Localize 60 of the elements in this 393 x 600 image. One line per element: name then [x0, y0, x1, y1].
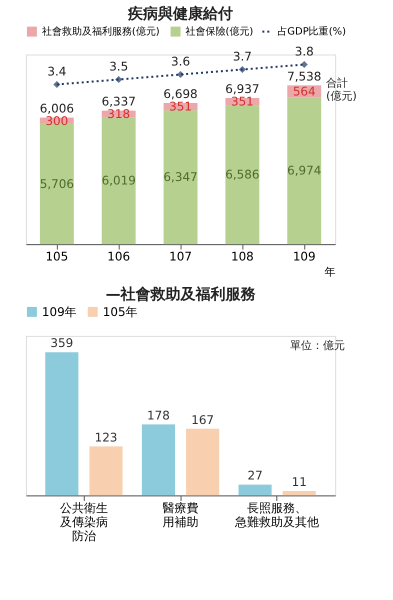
data-label: 3.5: [109, 60, 128, 74]
point: [177, 70, 184, 78]
data-label: 351: [169, 100, 192, 114]
data-label: 5,706: [40, 176, 74, 191]
legend-label: 105年: [102, 304, 138, 319]
data-label: 3.8: [294, 44, 314, 59]
annotation: 單位：億元: [290, 338, 346, 352]
bar: [89, 446, 123, 496]
x-tick-label: 長照服務、急難救助及其他: [234, 500, 320, 529]
bar: [287, 97, 322, 244]
total-label: 6,337: [102, 94, 136, 109]
data-label: 564: [292, 84, 316, 98]
data-label: 178: [147, 408, 170, 422]
bar: [164, 110, 198, 244]
data-label: 6,586: [225, 168, 260, 182]
bar: [186, 428, 220, 496]
data-label: 3.6: [171, 54, 190, 69]
data-label: 359: [50, 336, 74, 350]
bar: [102, 117, 136, 244]
chart-title: 疾病與健康給付: [127, 4, 234, 23]
data-label: 6,974: [287, 164, 322, 178]
total-label: 6,937: [225, 82, 260, 96]
data-label: 6,347: [163, 170, 198, 184]
x-tick-label: 105: [45, 250, 68, 264]
annotation: 合計 (億元): [326, 76, 357, 102]
data-label: 3.4: [47, 64, 66, 79]
x-tick-label: 108: [230, 250, 254, 264]
data-label: 351: [230, 94, 254, 109]
point: [238, 66, 246, 74]
bar: [282, 491, 316, 496]
data-label: 6,019: [102, 174, 136, 188]
x-tick-label: 106: [107, 250, 130, 264]
total-label: 7,538: [287, 69, 322, 84]
x-tick-label: 109: [292, 250, 316, 264]
legend-label: 社會保險(億元): [186, 26, 254, 38]
x-axis-title: 年: [324, 265, 336, 278]
x-tick-label: 公共衛生及傳染病防治: [60, 500, 108, 543]
bar: [142, 424, 176, 496]
point: [53, 80, 60, 88]
bar: [45, 352, 78, 496]
chart-title: —社會救助及福利服務: [106, 284, 257, 303]
point: [300, 61, 308, 68]
data-label: 27: [247, 468, 263, 483]
data-label: 167: [191, 412, 214, 427]
data-label: 11: [292, 475, 307, 490]
point: [115, 76, 122, 84]
data-label: 3.7: [232, 50, 252, 64]
legend-label: 占GDP比重(%): [277, 26, 346, 38]
bar: [238, 484, 272, 496]
bar: [225, 105, 260, 244]
data-label: 300: [45, 114, 68, 128]
total-label: 6,006: [40, 102, 74, 116]
data-label: 318: [107, 106, 130, 121]
legend-label: 社會救助及福利服務(億元): [42, 26, 160, 38]
x-tick-label: 醫療費用補助: [162, 500, 199, 529]
legend-label: 109年: [42, 304, 77, 319]
x-tick-label: 107: [169, 250, 192, 264]
bar: [40, 124, 74, 244]
total-label: 6,698: [163, 87, 198, 102]
data-label: 123: [94, 430, 118, 444]
